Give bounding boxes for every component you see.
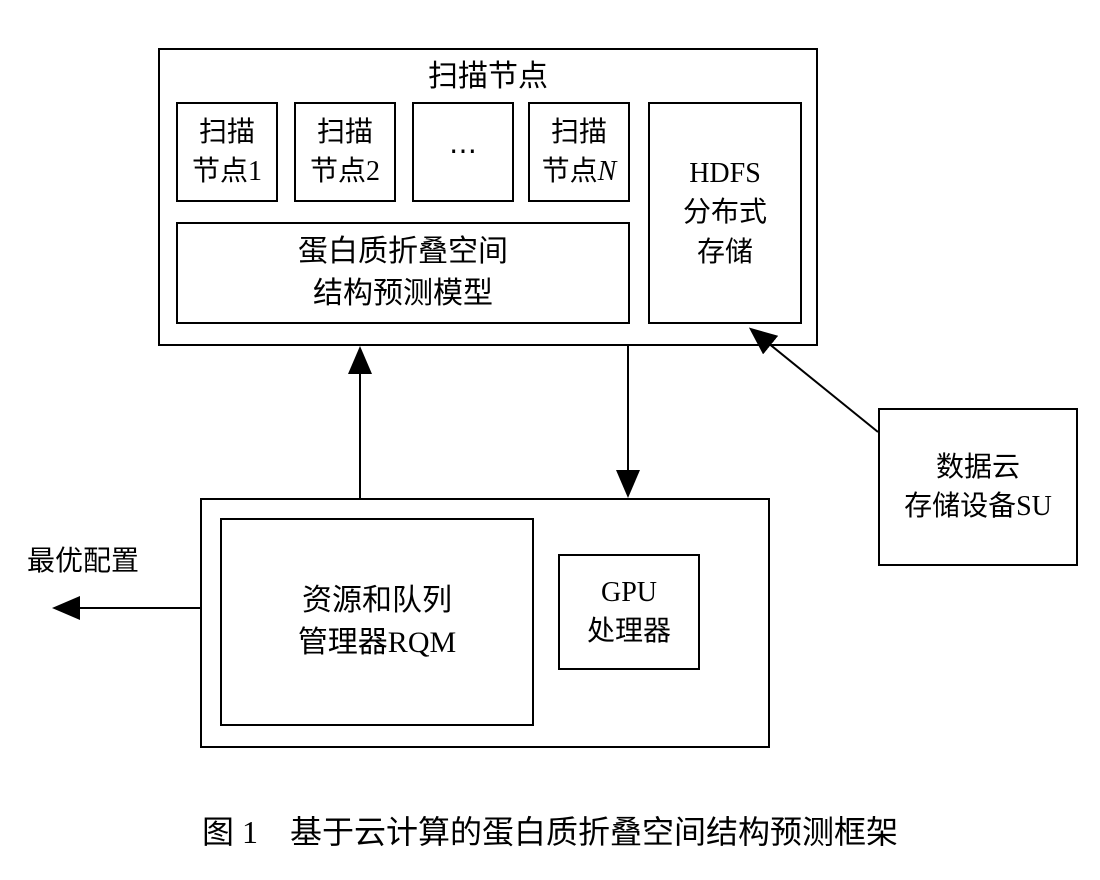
figure-caption: 图 1 基于云计算的蛋白质折叠空间结构预测框架 <box>0 810 1100 855</box>
gpu-box: GPU 处理器 <box>558 554 700 670</box>
su-box: 数据云 存储设备SU <box>878 408 1078 566</box>
rqm-box: 资源和队列 管理器RQM <box>220 518 534 726</box>
model-l1: 蛋白质折叠空间 <box>298 231 508 273</box>
hdfs-l1: HDFS <box>689 154 761 193</box>
optimal-config-label: 最优配置 <box>18 542 148 581</box>
rqm-l2: 管理器RQM <box>298 622 456 664</box>
gpu-l1: GPU <box>601 573 657 612</box>
su-l1: 数据云 <box>936 448 1020 487</box>
scan-node-2: 扫描 节点2 <box>294 102 396 202</box>
model-l2: 结构预测模型 <box>313 273 493 315</box>
scan-node-1-l2: 节点1 <box>192 152 262 191</box>
ellipsis-text: ⋯ <box>449 132 477 171</box>
su-l2: 存储设备SU <box>904 487 1052 526</box>
scan-node-n-l1: 扫描 <box>551 113 607 152</box>
gpu-l2: 处理器 <box>587 612 671 651</box>
scan-node-ellipsis: ⋯ <box>412 102 514 202</box>
scan-node-2-l1: 扫描 <box>317 113 373 152</box>
hdfs-box: HDFS 分布式 存储 <box>648 102 802 324</box>
hdfs-l3: 存储 <box>697 233 753 272</box>
hdfs-l2: 分布式 <box>683 193 767 232</box>
top-container-title: 扫描节点 <box>428 56 548 98</box>
scan-node-n: 扫描 节点N <box>528 102 630 202</box>
scan-node-1-l1: 扫描 <box>199 113 255 152</box>
scan-node-n-l2: 节点N <box>542 152 617 191</box>
model-box: 蛋白质折叠空间 结构预测模型 <box>176 222 630 324</box>
diagram-root: 扫描节点 扫描 节点1 扫描 节点2 ⋯ 扫描 节点N HDFS 分布式 存储 … <box>0 0 1100 880</box>
scan-node-2-l2: 节点2 <box>310 152 380 191</box>
scan-node-1: 扫描 节点1 <box>176 102 278 202</box>
rqm-l1: 资源和队列 <box>302 580 452 622</box>
